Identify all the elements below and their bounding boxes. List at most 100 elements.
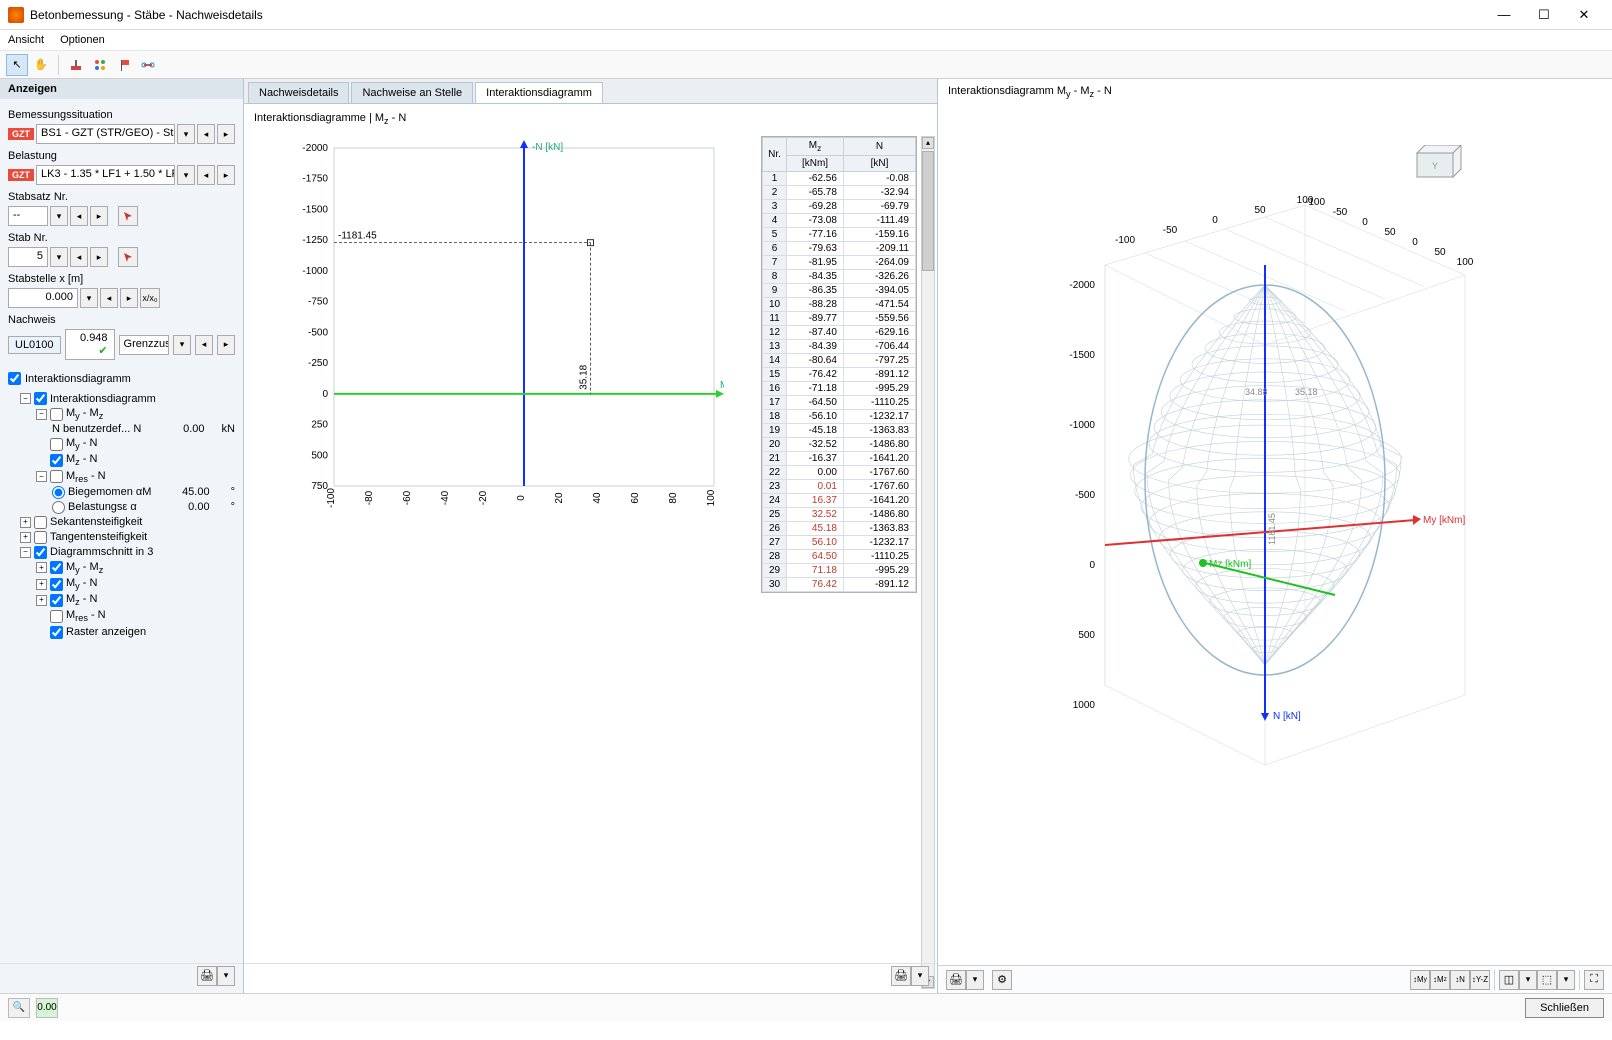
table-row[interactable]: 14-80.64-797.25	[763, 354, 916, 368]
prev-button[interactable]: ◂	[100, 288, 118, 308]
tree-radio[interactable]	[52, 501, 65, 514]
tool-cursor[interactable]: ↖	[6, 54, 28, 76]
table-row[interactable]: 18-56.10-1232.17	[763, 410, 916, 424]
next-button[interactable]: ▸	[217, 335, 235, 355]
table-row[interactable]: 12-87.40-629.16	[763, 326, 916, 340]
xx0-button[interactable]: x/x₀	[140, 288, 160, 308]
chevron-down-icon[interactable]: ▾	[50, 206, 68, 226]
scroll-up-icon[interactable]: ▴	[922, 137, 934, 149]
tab-interaktionsdiagramm[interactable]: Interaktionsdiagramm	[475, 82, 603, 103]
view-my-icon[interactable]: ↕My	[1410, 970, 1430, 990]
tree-check[interactable]	[34, 546, 47, 559]
expander-icon[interactable]: +	[20, 532, 31, 543]
tool-chain-icon[interactable]	[137, 54, 159, 76]
table-row[interactable]: 11-89.77-559.56	[763, 312, 916, 326]
tool-hand[interactable]: ✋	[30, 54, 52, 76]
status-search-icon[interactable]: 🔍	[8, 998, 30, 1018]
prev-button[interactable]: ◂	[70, 206, 88, 226]
table-row[interactable]: 2-65.78-32.94	[763, 186, 916, 200]
tree-check[interactable]	[34, 392, 47, 405]
scrollbar[interactable]: ▴ ▾	[921, 136, 935, 989]
table-row[interactable]: 2864.50-1110.25	[763, 550, 916, 564]
stab-dropdown[interactable]: 5	[8, 247, 48, 267]
maximize-button[interactable]: ☐	[1524, 1, 1564, 29]
table-row[interactable]: 3-69.28-69.79	[763, 200, 916, 214]
tree-check[interactable]	[50, 454, 63, 467]
tree-check[interactable]	[50, 626, 63, 639]
view-cube-icon[interactable]: ⬚	[1537, 970, 1557, 990]
table-row[interactable]: 5-77.16-159.16	[763, 228, 916, 242]
next-button[interactable]: ▸	[90, 247, 108, 267]
scroll-thumb[interactable]	[922, 151, 934, 271]
chevron-down-icon[interactable]: ▾	[173, 335, 191, 355]
3d-view[interactable]: N [kN]My [kNm]Mz [kNm]34.8835.181181.45-…	[938, 105, 1612, 965]
zoom-fit-icon[interactable]: ⛶	[1584, 970, 1604, 990]
table-row[interactable]: 4-73.08-111.49	[763, 214, 916, 228]
belastung-dropdown[interactable]: LK3 - 1.35 * LF1 + 1.50 * LF2 + 0...	[36, 165, 175, 185]
table-row[interactable]: 220.00-1767.60	[763, 466, 916, 480]
tool-icon[interactable]: ⚙	[992, 970, 1012, 990]
table-row[interactable]: 10-88.28-471.54	[763, 298, 916, 312]
stabstelle-input[interactable]: 0.000	[8, 288, 78, 308]
bemessungssituation-dropdown[interactable]: BS1 - GZT (STR/GEO) - Ständig u...	[36, 124, 175, 144]
expander-icon[interactable]: +	[36, 562, 47, 573]
status-value[interactable]: 0.00	[36, 998, 58, 1018]
tree-check[interactable]	[50, 594, 63, 607]
tree-check[interactable]	[50, 408, 63, 421]
table-row[interactable]: 8-84.35-326.26	[763, 270, 916, 284]
select-member-icon[interactable]	[118, 247, 138, 267]
expander-icon[interactable]: +	[20, 517, 31, 528]
select-member-icon[interactable]	[118, 206, 138, 226]
nachweis-dropdown[interactable]: Grenzzustand ...	[119, 335, 169, 355]
next-button[interactable]: ▸	[90, 206, 108, 226]
menu-ansicht[interactable]: Ansicht	[8, 34, 44, 46]
minimize-button[interactable]: —	[1484, 1, 1524, 29]
table-row[interactable]: 13-84.39-706.44	[763, 340, 916, 354]
expander-icon[interactable]: −	[20, 547, 31, 558]
table-row[interactable]: 20-32.52-1486.80	[763, 438, 916, 452]
table-row[interactable]: 21-16.37-1641.20	[763, 452, 916, 466]
next-button[interactable]: ▸	[217, 165, 235, 185]
tool-flag-icon[interactable]	[113, 54, 135, 76]
prev-button[interactable]: ◂	[197, 165, 215, 185]
print-icon[interactable]: 🖨	[891, 966, 911, 986]
table-row[interactable]: 6-79.63-209.11	[763, 242, 916, 256]
tree-check[interactable]	[50, 578, 63, 591]
view-iso-icon[interactable]: ◫	[1499, 970, 1519, 990]
table-row[interactable]: 9-86.35-394.05	[763, 284, 916, 298]
view-yz-icon[interactable]: ↕Y-Z	[1470, 970, 1490, 990]
prev-button[interactable]: ◂	[197, 124, 215, 144]
tab-nachweisdetails[interactable]: Nachweisdetails	[248, 82, 349, 103]
table-row[interactable]: 2756.10-1232.17	[763, 536, 916, 550]
prev-button[interactable]: ◂	[195, 335, 213, 355]
tree-check[interactable]	[34, 516, 47, 529]
table-row[interactable]: 230.01-1767.60	[763, 480, 916, 494]
menu-optionen[interactable]: Optionen	[60, 34, 105, 46]
print-icon[interactable]: 🖨	[946, 970, 966, 990]
print-dropdown[interactable]: ▾	[966, 970, 984, 990]
chevron-down-icon[interactable]: ▾	[80, 288, 98, 308]
table-row[interactable]: 19-45.18-1363.83	[763, 424, 916, 438]
tree-check[interactable]	[50, 438, 63, 451]
view-mz-icon[interactable]: ↕Mz	[1430, 970, 1450, 990]
tree-check[interactable]	[50, 470, 63, 483]
print-icon[interactable]: 🖨	[197, 966, 217, 986]
table-row[interactable]: 3076.42-891.12	[763, 578, 916, 592]
tab-nachweise-stelle[interactable]: Nachweise an Stelle	[351, 82, 473, 103]
table-row[interactable]: 16-71.18-995.29	[763, 382, 916, 396]
next-button[interactable]: ▸	[217, 124, 235, 144]
cube-dropdown[interactable]: ▾	[1557, 970, 1575, 990]
chevron-down-icon[interactable]: ▾	[50, 247, 68, 267]
expander-icon[interactable]: −	[20, 393, 31, 404]
tool-top-icon[interactable]	[65, 54, 87, 76]
interaktionsdiagramm-checkbox[interactable]: Interaktionsdiagramm	[8, 370, 235, 387]
iso-dropdown[interactable]: ▾	[1519, 970, 1537, 990]
table-row[interactable]: 15-76.42-891.12	[763, 368, 916, 382]
tree-check[interactable]	[34, 531, 47, 544]
table-row[interactable]: 7-81.95-264.09	[763, 256, 916, 270]
table-row[interactable]: 17-64.50-1110.25	[763, 396, 916, 410]
next-button[interactable]: ▸	[120, 288, 138, 308]
close-window-button[interactable]: ✕	[1564, 1, 1604, 29]
expander-icon[interactable]: +	[36, 595, 47, 606]
print-dropdown[interactable]: ▾	[217, 966, 235, 986]
